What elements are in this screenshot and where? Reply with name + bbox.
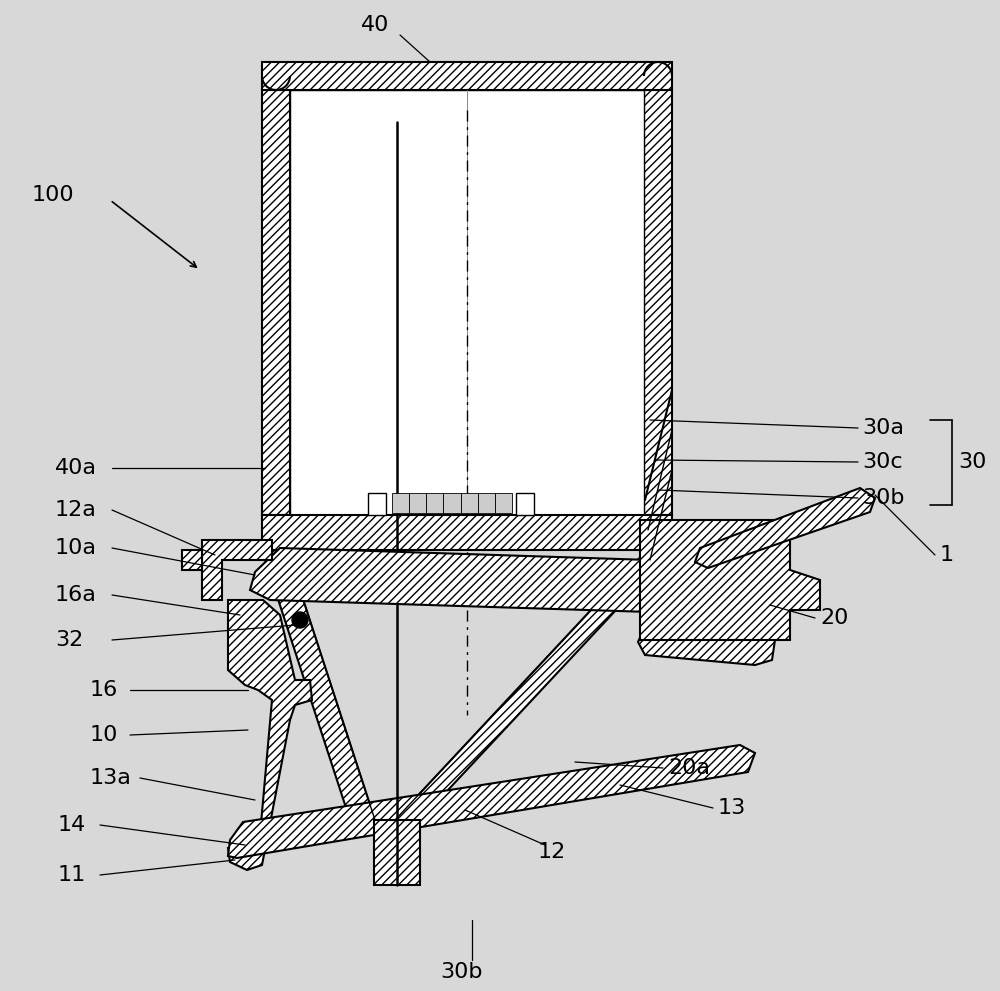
Text: 10a: 10a xyxy=(55,538,97,558)
Polygon shape xyxy=(262,550,375,820)
Text: 32: 32 xyxy=(55,630,83,650)
Text: 30: 30 xyxy=(958,452,986,472)
Polygon shape xyxy=(426,493,443,513)
Polygon shape xyxy=(290,90,644,515)
Text: 40: 40 xyxy=(361,15,389,35)
Text: 14: 14 xyxy=(58,815,86,835)
Text: 16: 16 xyxy=(90,680,118,700)
Polygon shape xyxy=(262,515,672,550)
Text: 1: 1 xyxy=(940,545,954,565)
Text: 10: 10 xyxy=(90,725,118,745)
Polygon shape xyxy=(638,620,775,665)
Polygon shape xyxy=(409,493,426,513)
Polygon shape xyxy=(478,493,495,513)
Polygon shape xyxy=(262,62,672,515)
Polygon shape xyxy=(495,493,512,513)
Polygon shape xyxy=(516,493,534,515)
Polygon shape xyxy=(392,493,409,513)
Text: 40a: 40a xyxy=(55,458,97,478)
Polygon shape xyxy=(461,493,478,513)
Polygon shape xyxy=(374,820,420,885)
Text: 12: 12 xyxy=(538,842,566,862)
Polygon shape xyxy=(368,493,386,515)
Polygon shape xyxy=(262,90,290,515)
Text: 30c: 30c xyxy=(862,452,903,472)
Text: 30a: 30a xyxy=(862,418,904,438)
Text: 11: 11 xyxy=(58,865,86,885)
Polygon shape xyxy=(695,488,875,568)
Polygon shape xyxy=(644,90,672,515)
Polygon shape xyxy=(443,493,461,513)
Text: 100: 100 xyxy=(32,185,75,205)
Circle shape xyxy=(292,612,308,628)
Polygon shape xyxy=(182,550,202,570)
Text: 16a: 16a xyxy=(55,585,97,605)
Polygon shape xyxy=(228,600,312,870)
Polygon shape xyxy=(640,520,820,640)
Text: 20: 20 xyxy=(820,608,848,628)
Polygon shape xyxy=(395,550,672,820)
Polygon shape xyxy=(250,548,665,612)
Text: 30b: 30b xyxy=(441,962,483,982)
Polygon shape xyxy=(228,745,755,858)
Text: 13: 13 xyxy=(718,798,746,818)
Text: 13a: 13a xyxy=(90,768,132,788)
Polygon shape xyxy=(202,540,272,600)
Text: 30b: 30b xyxy=(862,488,904,508)
Text: 12a: 12a xyxy=(55,500,97,520)
Polygon shape xyxy=(262,62,672,90)
Text: 20a: 20a xyxy=(668,758,710,778)
